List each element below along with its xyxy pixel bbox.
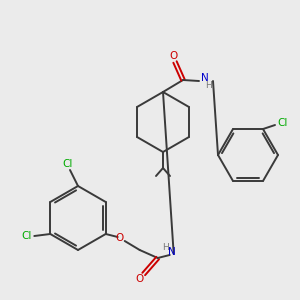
Text: N: N	[168, 247, 176, 257]
Text: Cl: Cl	[21, 231, 32, 241]
Text: H: H	[205, 82, 212, 91]
Text: O: O	[136, 274, 144, 284]
Text: H: H	[162, 244, 169, 253]
Text: N: N	[201, 73, 209, 83]
Text: O: O	[116, 233, 124, 243]
Text: O: O	[169, 51, 177, 61]
Text: Cl: Cl	[63, 159, 73, 169]
Text: Cl: Cl	[278, 118, 288, 128]
